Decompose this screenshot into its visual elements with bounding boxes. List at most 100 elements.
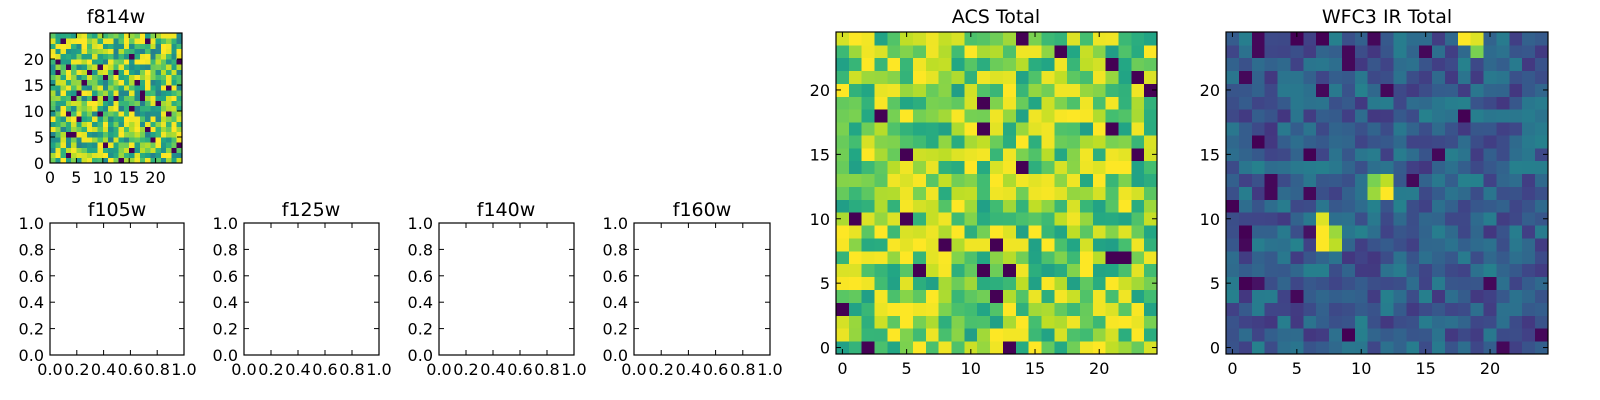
heatmap-cell <box>1380 173 1394 187</box>
heatmap-cell <box>76 157 83 164</box>
heatmap-cell <box>1380 186 1394 200</box>
y-tick-label: 0.4 <box>213 293 238 312</box>
heatmap-cell <box>1028 173 1042 187</box>
heatmap-cell <box>1535 70 1549 84</box>
heatmap-cell <box>977 328 991 342</box>
heatmap-cell <box>1470 32 1484 46</box>
heatmap-cell <box>1367 109 1381 123</box>
heatmap-cell <box>1341 70 1356 84</box>
heatmap-cell <box>1393 135 1407 149</box>
heatmap-cell <box>1118 250 1132 265</box>
y-tick-label: 0.6 <box>19 267 44 286</box>
heatmap-cell <box>129 43 135 49</box>
heatmap-cell <box>71 142 77 148</box>
heatmap-cell <box>1457 160 1472 175</box>
heatmap-cell <box>1251 289 1266 303</box>
heatmap-cell <box>176 69 183 75</box>
heatmap-cell <box>150 38 156 44</box>
heatmap-cell <box>887 199 901 213</box>
heatmap-cell <box>134 85 141 91</box>
heatmap-cell <box>1226 225 1240 239</box>
heatmap-cell <box>1131 276 1145 290</box>
heatmap-cell <box>65 64 72 70</box>
heatmap-cell <box>1054 135 1068 149</box>
heatmap-cell <box>1457 328 1472 342</box>
heatmap-cell <box>1131 173 1145 187</box>
heatmap-cell <box>108 85 114 91</box>
heatmap-cell <box>139 147 146 153</box>
x-tick-label: 0.6 <box>312 360 337 379</box>
heatmap-cell <box>925 96 940 110</box>
x-tick-label: 20 <box>1480 359 1500 378</box>
heatmap-cell <box>1341 135 1356 149</box>
heatmap-cell <box>1419 32 1433 46</box>
heatmap-cell <box>145 142 151 148</box>
heatmap-cell <box>977 160 991 175</box>
heatmap-cell <box>1509 96 1523 110</box>
heatmap-cell <box>134 64 141 70</box>
heatmap-cell <box>1290 212 1304 226</box>
heatmap-cell <box>1457 44 1472 59</box>
heatmap-cell <box>1354 160 1369 175</box>
heatmap-cell <box>1329 96 1343 110</box>
heatmap-cell <box>1522 289 1536 303</box>
heatmap-cell <box>1509 160 1523 175</box>
heatmap-cell <box>1535 225 1549 239</box>
heatmap-cell <box>123 116 130 122</box>
heatmap-cell <box>1380 32 1394 46</box>
heatmap-cell <box>1432 263 1446 278</box>
heatmap-cell <box>1535 32 1549 46</box>
y-tick-label: 10 <box>1200 210 1220 229</box>
heatmap-cell <box>951 328 965 342</box>
x-tick-label: 15 <box>119 168 139 187</box>
heatmap-cell <box>76 74 83 81</box>
heatmap-cell <box>1105 57 1119 72</box>
heatmap-cell <box>1238 212 1253 226</box>
heatmap-cell <box>155 121 162 127</box>
heatmap-cell <box>1131 302 1145 316</box>
heatmap-cell <box>951 109 965 123</box>
x-tick-label: 20 <box>1089 359 1109 378</box>
heatmap-cell <box>1354 83 1369 97</box>
heatmap-cell <box>1444 212 1459 226</box>
heatmap-cell <box>1290 147 1304 162</box>
heatmap-cell <box>134 147 141 153</box>
heatmap-cell <box>1444 147 1459 162</box>
heatmap-cell <box>1509 315 1523 329</box>
heatmap-cell <box>155 59 162 65</box>
heatmap-cell <box>1002 83 1017 97</box>
heatmap-cell <box>160 53 167 60</box>
heatmap-cell <box>1367 83 1381 97</box>
heatmap-cell <box>1522 328 1536 342</box>
heatmap-cell <box>1329 302 1343 316</box>
heatmap-cell <box>1131 186 1145 200</box>
heatmap-cell <box>874 160 888 175</box>
heatmap-cell <box>874 186 888 200</box>
heatmap-cell <box>1079 276 1094 290</box>
heatmap-cell <box>1290 109 1304 123</box>
heatmap-cell <box>1522 70 1536 84</box>
heatmap-cell <box>1329 109 1343 123</box>
heatmap-cell <box>155 126 162 133</box>
heatmap-cell <box>1432 96 1446 110</box>
heatmap-cell <box>1277 96 1291 110</box>
heatmap-cell <box>938 263 952 278</box>
heatmap-cell <box>977 225 991 239</box>
heatmap-cell <box>155 90 162 96</box>
heatmap-cell <box>139 33 146 39</box>
y-tick-label: 0.8 <box>213 240 238 259</box>
heatmap-cell <box>1483 341 1497 355</box>
heatmap-cell <box>925 186 940 200</box>
heatmap-cell <box>160 59 167 65</box>
heatmap-cell <box>861 83 875 97</box>
heatmap-cell <box>1015 225 1029 239</box>
heatmap-cell <box>1457 173 1472 187</box>
heatmap-cell <box>81 111 88 117</box>
heatmap-cell <box>108 116 114 122</box>
heatmap-cell <box>951 263 965 278</box>
heatmap-cell <box>86 131 93 138</box>
heatmap-cell <box>139 152 146 159</box>
heatmap-cell <box>1002 160 1017 175</box>
heatmap-cell <box>1483 173 1497 187</box>
heatmap-cell <box>55 116 61 122</box>
